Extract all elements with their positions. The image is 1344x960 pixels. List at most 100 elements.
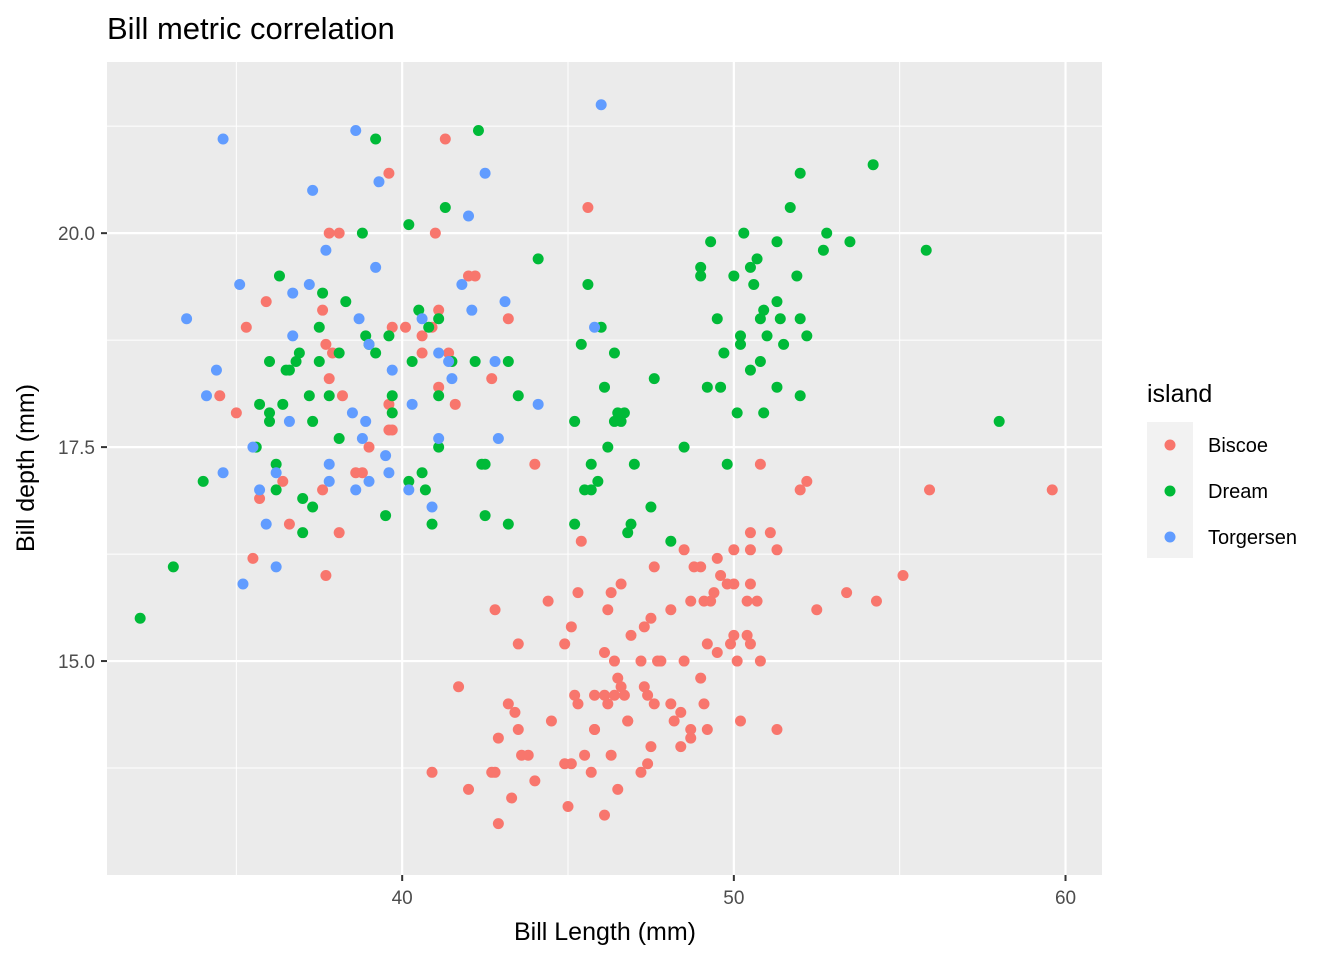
point-dream	[340, 296, 352, 308]
point-biscoe	[486, 373, 498, 385]
point-dream	[333, 347, 345, 359]
point-dream	[592, 475, 604, 487]
point-biscoe	[260, 296, 272, 308]
point-dream	[718, 347, 730, 359]
point-dream	[532, 253, 544, 265]
point-biscoe	[416, 347, 428, 359]
point-dream	[403, 219, 415, 231]
grid-lines	[107, 62, 1102, 875]
point-biscoe	[599, 646, 610, 658]
point-dream	[734, 338, 746, 350]
point-biscoe	[559, 638, 571, 650]
point-dream	[423, 321, 435, 333]
point-dream	[774, 313, 786, 325]
point-biscoe	[678, 655, 690, 667]
point-dream	[433, 441, 445, 453]
point-torgersen	[260, 518, 272, 530]
point-dream	[721, 458, 733, 470]
x-tick-label: 40	[392, 888, 413, 909]
point-torgersen	[350, 124, 362, 136]
point-biscoe	[283, 518, 295, 530]
point-dream	[167, 561, 179, 573]
point-dream	[297, 492, 309, 504]
point-dream	[628, 458, 640, 470]
point-biscoe	[605, 749, 617, 761]
point-dream	[771, 381, 783, 393]
point-dream	[585, 484, 597, 496]
point-dream	[794, 390, 806, 402]
point-dream	[370, 347, 382, 359]
point-dream	[695, 261, 707, 273]
point-dream	[502, 518, 514, 530]
point-biscoe	[648, 698, 660, 710]
point-torgersen	[320, 244, 332, 256]
point-biscoe	[728, 578, 740, 590]
legend-key-dream	[1164, 485, 1176, 497]
point-biscoe	[416, 330, 428, 342]
y-axis-ticks: 15.0 17.5 20.0	[58, 224, 107, 673]
y-tick-label: 20.0	[58, 224, 95, 245]
point-dream	[648, 373, 660, 385]
point-torgersen	[346, 407, 358, 419]
point-biscoe	[725, 638, 737, 650]
point-torgersen	[181, 313, 193, 325]
point-dream	[264, 415, 276, 427]
point-dream	[771, 236, 783, 248]
point-dream	[751, 253, 763, 265]
point-biscoe	[688, 561, 700, 573]
point-torgersen	[386, 364, 398, 376]
legend-label-biscoe: Biscoe	[1208, 435, 1268, 457]
point-dream	[731, 407, 743, 419]
x-axis-title: Bill Length (mm)	[514, 918, 696, 946]
point-biscoe	[429, 227, 441, 239]
point-biscoe	[492, 818, 504, 830]
point-torgersen	[287, 330, 299, 342]
point-dream	[270, 484, 282, 496]
point-biscoe	[589, 724, 601, 736]
point-biscoe	[589, 689, 601, 701]
point-torgersen	[234, 279, 246, 291]
point-biscoe	[924, 484, 936, 496]
y-tick-label: 17.5	[58, 438, 95, 459]
point-dream	[356, 227, 368, 239]
point-biscoe	[1046, 484, 1058, 496]
point-dream	[283, 364, 295, 376]
point-biscoe	[509, 706, 521, 718]
point-biscoe	[741, 629, 753, 641]
data-points	[134, 99, 1058, 830]
point-dream	[433, 390, 445, 402]
point-dream	[479, 510, 491, 522]
point-dream	[569, 415, 581, 427]
point-torgersen	[532, 398, 544, 410]
point-torgersen	[456, 279, 468, 291]
point-dream	[270, 458, 282, 470]
point-biscoe	[618, 689, 630, 701]
point-biscoe	[443, 347, 455, 359]
point-biscoe	[638, 681, 650, 693]
point-dream	[582, 279, 594, 291]
point-biscoe	[728, 629, 740, 641]
point-biscoe	[655, 655, 667, 667]
point-dream	[569, 518, 581, 530]
point-dream	[197, 475, 209, 487]
point-biscoe	[635, 655, 647, 667]
point-torgersen	[489, 356, 501, 368]
point-biscoe	[569, 689, 581, 701]
point-torgersen	[210, 364, 222, 376]
point-biscoe	[506, 792, 518, 804]
point-biscoe	[585, 766, 597, 778]
point-biscoe	[665, 604, 677, 616]
point-dream	[433, 313, 445, 325]
point-dream	[728, 270, 740, 282]
point-dream	[419, 484, 431, 496]
point-biscoe	[562, 801, 574, 813]
point-biscoe	[572, 698, 584, 710]
point-dream	[920, 244, 932, 256]
legend: island Biscoe Dream Torgersen	[1147, 380, 1297, 558]
legend-label-dream: Dream	[1208, 481, 1268, 503]
point-dream	[678, 441, 690, 453]
point-biscoe	[575, 535, 587, 547]
point-dream	[134, 612, 146, 624]
point-biscoe	[668, 715, 680, 727]
